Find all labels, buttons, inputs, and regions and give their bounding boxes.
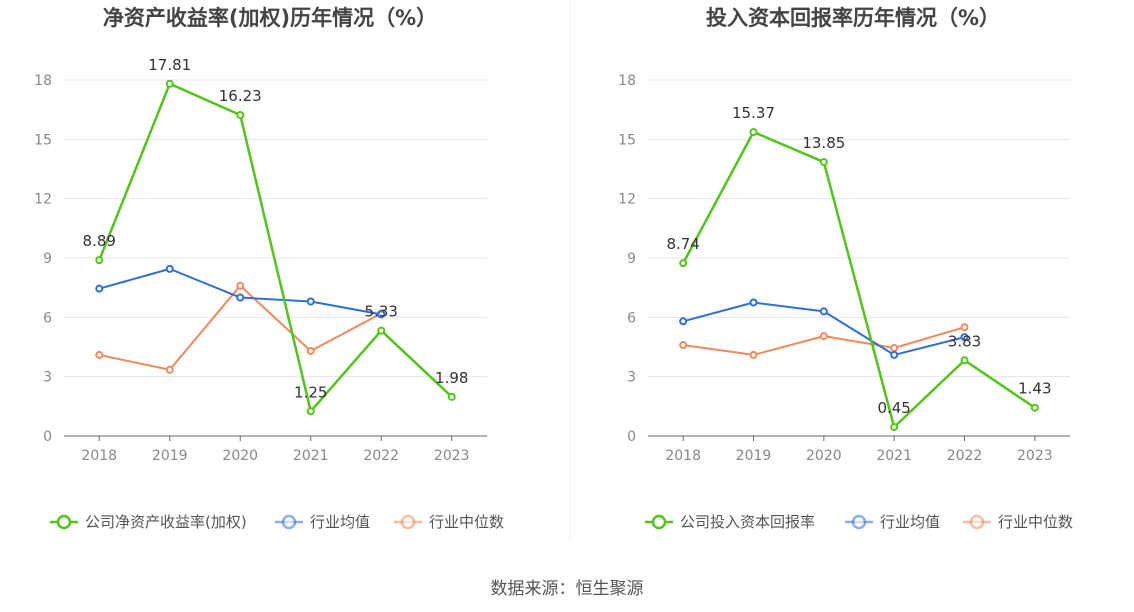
chart2-data-label: 13.85	[802, 134, 845, 152]
chart2-x-tick-label: 2021	[876, 448, 912, 464]
chart2-data-label: 15.37	[732, 104, 775, 122]
chart1-series-line-1	[98, 82, 453, 413]
chart1-y-tick-label: 18	[34, 73, 52, 89]
chart2-series-1-point	[1030, 403, 1039, 412]
chart2-series-2-point	[749, 298, 758, 307]
chart1-series-3-point	[236, 281, 245, 290]
chart2-y-tick-label: 12	[618, 192, 636, 208]
chart1-legend-marker-3[interactable]	[400, 514, 416, 530]
chart1-y-tick-label: 3	[43, 370, 52, 386]
chart1-series-2-point	[377, 310, 386, 319]
chart2-title: 投入资本回报率历年情况（%）	[706, 6, 1000, 30]
chart1-legend-marker-2[interactable]	[281, 514, 297, 530]
chart1-series-2-point	[236, 293, 245, 302]
chart1-series-2-point	[165, 264, 174, 273]
chart1-series-1-point	[165, 79, 174, 88]
chart1-y-tick-label: 0	[43, 429, 52, 445]
chart1-x-tick-label: 2022	[363, 448, 399, 464]
chart2-y-tick-label: 3	[627, 370, 636, 386]
chart2-legend-label-3[interactable]: 行业中位数	[998, 513, 1073, 531]
chart1-series-1-point	[447, 392, 456, 401]
chart2-y-tick-label: 0	[627, 429, 636, 445]
chart2-y-tick-label: 6	[627, 310, 636, 326]
chart2-legend-marker-3[interactable]	[969, 514, 985, 530]
chart2-x-tick-label: 2023	[1017, 448, 1053, 464]
chart1-x-tick-label: 2018	[81, 448, 117, 464]
chart2-series-3-point	[749, 350, 758, 359]
chart1-y-tick-label: 9	[43, 251, 52, 267]
chart1-legend-label-3[interactable]: 行业中位数	[429, 513, 504, 531]
chart1-y-tick-label: 12	[34, 192, 52, 208]
chart1-series-3-point	[306, 346, 315, 355]
chart2-y-tick-label: 9	[627, 251, 636, 267]
chart2-x-tick-label: 2022	[947, 448, 983, 464]
chart2-series-1-point	[749, 128, 758, 137]
chart1-y-tick-label: 6	[43, 310, 52, 326]
chart2-series-line-1	[682, 130, 1036, 429]
chart2-x-tick-label: 2018	[665, 448, 701, 464]
chart2-series-1-point	[819, 158, 828, 167]
chart1-series-2-point	[95, 284, 104, 293]
chart1-data-label: 17.81	[148, 56, 191, 74]
chart2-series-3-point	[890, 343, 899, 352]
chart2-series-1-point	[679, 259, 688, 268]
chart1-data-label: 1.98	[435, 369, 468, 387]
chart1-x-tick-label: 2019	[152, 448, 188, 464]
chart2-x-tick-label: 2020	[806, 448, 842, 464]
chart2-legend-marker-1[interactable]	[651, 514, 667, 530]
chart1-x-tick-label: 2021	[293, 448, 329, 464]
chart1-series-1-point	[95, 256, 104, 265]
chart1-data-label: 1.25	[294, 383, 327, 401]
chart1-series-1-point	[306, 407, 315, 416]
chart2-x-tick-label: 2019	[736, 448, 772, 464]
chart2-data-label: 8.74	[666, 235, 699, 253]
chart1-data-label: 16.23	[219, 87, 262, 105]
chart1-y-tick-label: 15	[34, 132, 52, 148]
chart2-series-3-point	[960, 323, 969, 332]
chart2-series-1-point	[890, 423, 899, 432]
chart1-series-1-point	[377, 326, 386, 335]
chart2-series-3-point	[819, 332, 828, 341]
chart1-series-3-point	[165, 365, 174, 374]
chart1-x-tick-label: 2023	[434, 448, 470, 464]
chart1-series-2-point	[306, 297, 315, 306]
chart2-series-2-point	[960, 333, 969, 342]
chart1-legend-label-1[interactable]: 公司净资产收益率(加权)	[85, 513, 247, 531]
chart2-y-tick-label: 18	[618, 73, 636, 89]
chart2-series-3-point	[679, 341, 688, 350]
chart2-series-2-point	[890, 350, 899, 359]
data-source-note: 数据来源：恒生聚源	[490, 579, 644, 599]
chart1-series-3-point	[95, 350, 104, 359]
chart2-data-label: 0.45	[877, 399, 910, 417]
chart2-data-label: 3.83	[948, 332, 981, 350]
chart2-series-2-point	[819, 307, 828, 316]
chart2-data-label: 1.43	[1018, 380, 1051, 398]
chart1-legend-marker-1[interactable]	[56, 514, 72, 530]
chart1-series-1-point	[236, 111, 245, 120]
chart2-legend-label-1[interactable]: 公司投入资本回报率	[680, 513, 815, 531]
chart2-legend-marker-2[interactable]	[851, 514, 867, 530]
chart2-series-line-3	[683, 326, 965, 356]
chart2-y-tick-label: 15	[618, 132, 636, 148]
chart2-series-2-point	[679, 317, 688, 326]
chart2-legend-label-2[interactable]: 行业均值	[880, 513, 940, 531]
chart1-title: 净资产收益率(加权)历年情况（%）	[103, 6, 437, 30]
chart1-legend-label-2[interactable]: 行业均值	[310, 513, 370, 531]
chart1-x-tick-label: 2020	[222, 448, 258, 464]
chart2-series-1-point	[960, 356, 969, 365]
chart1-series-line-2	[98, 267, 382, 316]
chart1-data-label: 5.33	[365, 303, 398, 321]
chart1-data-label: 8.89	[83, 232, 116, 250]
